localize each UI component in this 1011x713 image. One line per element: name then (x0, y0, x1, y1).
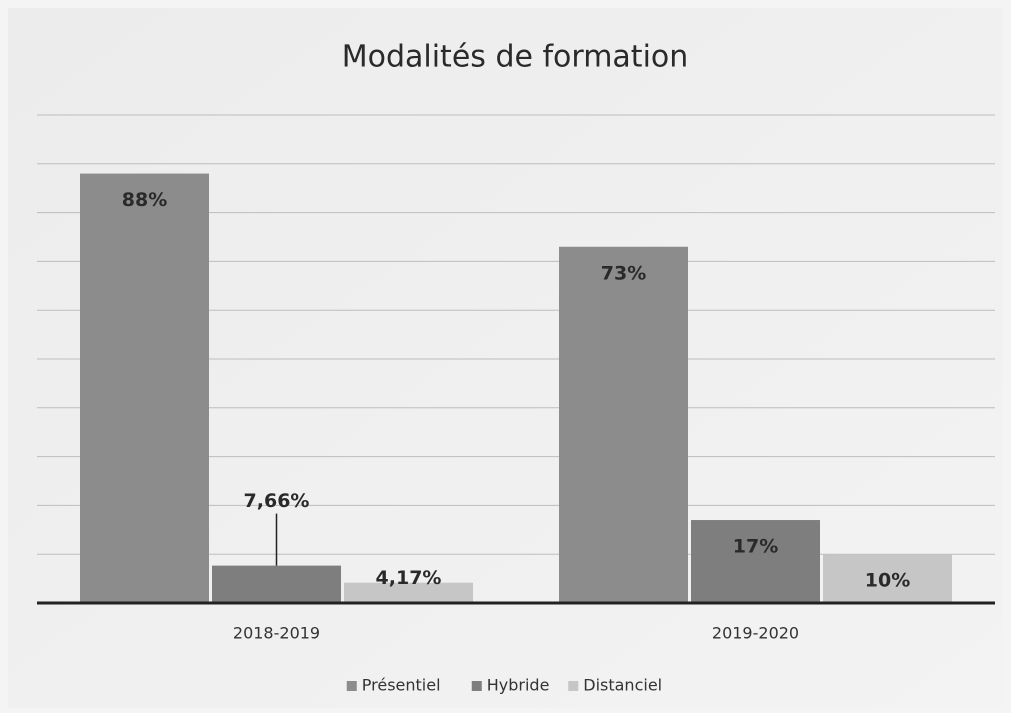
chart-title: Modalités de formation (342, 40, 689, 75)
x-tick-label: 2018-2019 (233, 624, 320, 643)
legend-label: Présentiel (362, 676, 441, 695)
data-label: 88% (122, 189, 167, 211)
legend-label: Distanciel (583, 676, 662, 695)
data-label: 7,66% (244, 490, 310, 512)
legend-swatch (346, 681, 357, 691)
legend-swatch (568, 681, 579, 691)
legend-swatch (471, 681, 482, 691)
bar (344, 582, 473, 603)
legend-label: Hybride (487, 676, 550, 695)
bar (691, 520, 820, 603)
bar (80, 173, 209, 603)
bar (212, 565, 341, 603)
data-label: 4,17% (376, 567, 442, 589)
data-label: 10% (865, 570, 910, 592)
data-label: 73% (601, 262, 646, 284)
x-tick-label: 2019-2020 (712, 624, 799, 643)
data-label: 17% (733, 536, 778, 558)
bar (559, 246, 688, 603)
bar (823, 554, 952, 603)
